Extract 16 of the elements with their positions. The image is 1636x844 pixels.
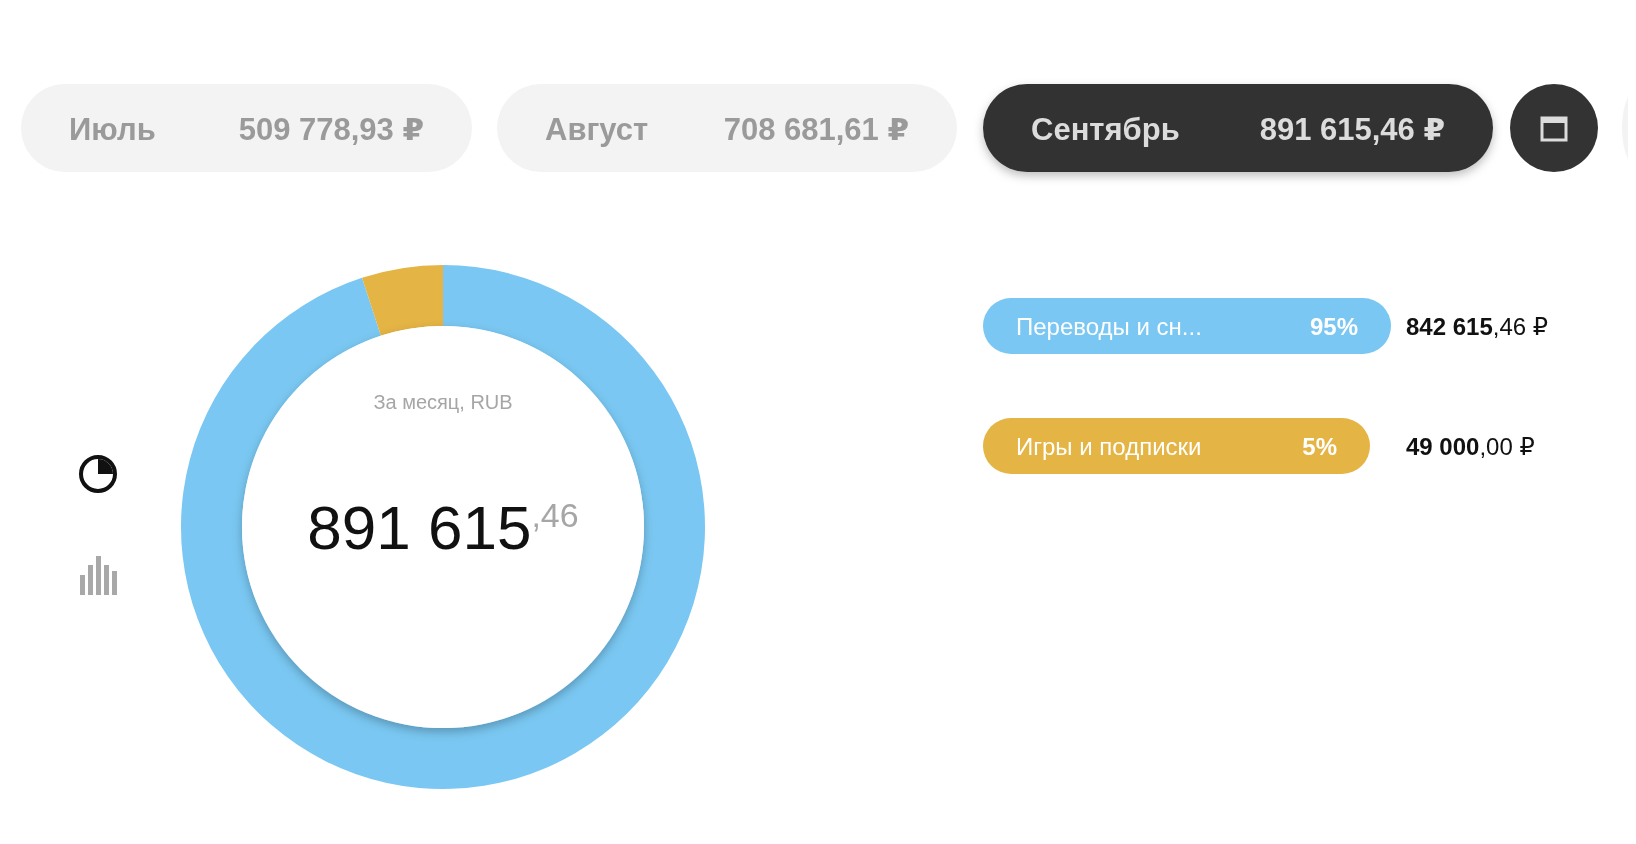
text: 891 615$^{,46}$ xyxy=(307,493,579,562)
text: За месяц, RUB xyxy=(373,391,513,413)
text: Сентябрь xyxy=(1031,112,1180,147)
text: 891 615,46 ₽ xyxy=(1259,112,1445,147)
text: Август xyxy=(545,112,649,147)
text: 842 615,46 ₽ xyxy=(1406,313,1549,340)
donut-slice xyxy=(362,265,443,336)
text: 95% xyxy=(1309,313,1358,340)
text: 708 681,61 ₽ xyxy=(723,112,909,147)
legend-label: Игры и подписки xyxy=(1016,433,1202,460)
donut-slice xyxy=(181,265,705,789)
text: Июль xyxy=(69,112,156,147)
text: 49 000,00 ₽ xyxy=(1406,433,1535,460)
text: 509 778,93 ₽ xyxy=(238,112,424,147)
text: 5% xyxy=(1302,433,1337,460)
legend-label: Переводы и сн... xyxy=(1016,313,1202,340)
